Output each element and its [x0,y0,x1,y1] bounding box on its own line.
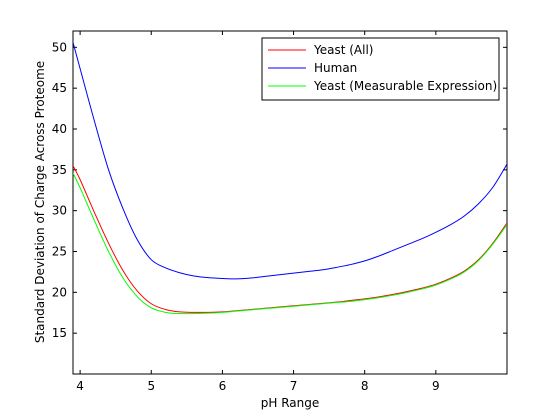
x-tick-label: 8 [361,379,369,393]
y-tick-label: 35 [52,163,67,177]
y-tick-label: 50 [52,40,67,54]
y-tick-label: 45 [52,81,67,95]
x-tick-label: 5 [147,379,155,393]
legend-entry: Yeast (All) [313,43,373,57]
x-tick-label: 4 [76,379,84,393]
x-tick-label: 6 [219,379,227,393]
y-tick-label: 20 [52,285,67,299]
legend-entry: Human [314,61,357,75]
legend: Yeast (All) Human Yeast (Measurable Expres… [262,38,499,100]
y-tick-label: 40 [52,122,67,136]
y-tick-label: 25 [52,245,67,259]
x-tick-label: 7 [290,379,298,393]
y-tick-label: 30 [52,204,67,218]
legend-entry: Yeast (Measurable Expression) [313,79,497,93]
y-axis-label: Standard Deviation of Charge Across Prot… [33,61,47,343]
x-tick-label: 9 [432,379,440,393]
y-tick-label: 15 [52,326,67,340]
x-axis-label: pH Range [261,396,320,410]
